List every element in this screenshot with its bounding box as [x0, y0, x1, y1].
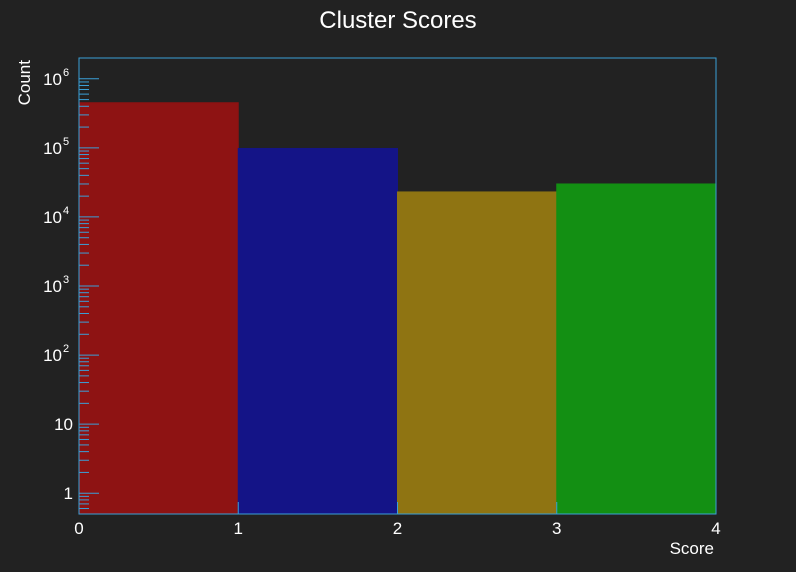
y-tick-label-1: 10 [54, 415, 73, 434]
bar-bin-2 [397, 191, 558, 515]
x-tick-label-0: 0 [74, 519, 83, 538]
y-tick-label-6: 10 [43, 70, 62, 89]
y-tick-label-5: 10 [43, 139, 62, 158]
x-axis-ticks: 0 1 2 3 4 [74, 502, 721, 538]
bar-bin-1 [237, 147, 398, 515]
bar-bin-0 [78, 102, 239, 515]
x-tick-label-1: 1 [234, 519, 243, 538]
x-axis-label: Score [670, 539, 714, 558]
x-tick-label-3: 3 [552, 519, 561, 538]
x-tick-label-4: 4 [711, 519, 720, 538]
y-tick-label-4: 10 [43, 208, 62, 227]
y-tick-exponent-2: 2 [63, 343, 69, 355]
y-tick-label-2: 10 [43, 346, 62, 365]
y-tick-exponent-6: 6 [63, 67, 69, 79]
y-axis-label: Count [15, 60, 34, 106]
y-tick-label-0: 1 [64, 484, 73, 503]
bar-bin-3 [556, 183, 717, 515]
y-tick-exponent-3: 3 [63, 274, 69, 286]
y-tick-label-3: 10 [43, 277, 62, 296]
y-tick-exponent-5: 5 [63, 136, 69, 148]
chart-title: Cluster Scores [319, 7, 476, 34]
x-tick-label-2: 2 [393, 519, 402, 538]
y-tick-exponent-4: 4 [63, 205, 69, 217]
bars-layer [78, 102, 717, 515]
